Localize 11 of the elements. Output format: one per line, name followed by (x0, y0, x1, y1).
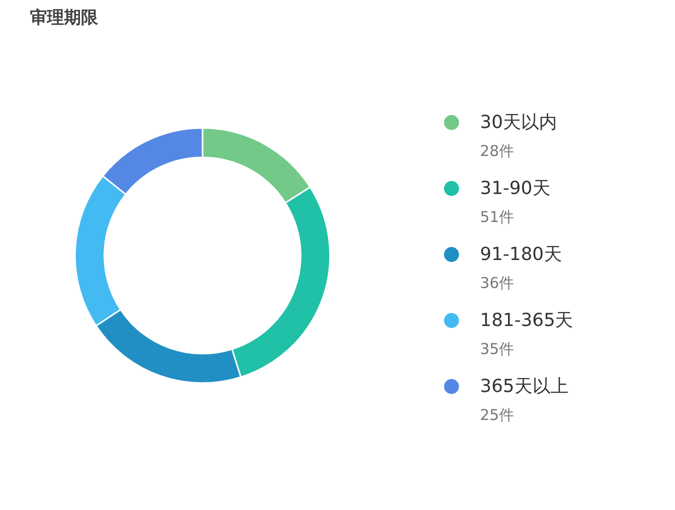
legend-label: 91-180天 (480, 243, 562, 266)
data-label: 36件 (480, 274, 514, 293)
legend-label: 31-90天 (480, 177, 550, 200)
data-label: 51件 (480, 208, 514, 227)
legend-label: 365天以上 (480, 375, 568, 398)
legend-label: 181-365天 (480, 309, 574, 332)
chart-title: 审理期限 (30, 7, 98, 29)
data-label: 28件 (480, 142, 514, 161)
data-label: 25件 (480, 406, 514, 425)
legend-label: 30天以内 (480, 111, 557, 134)
data-label: 35件 (480, 340, 514, 359)
